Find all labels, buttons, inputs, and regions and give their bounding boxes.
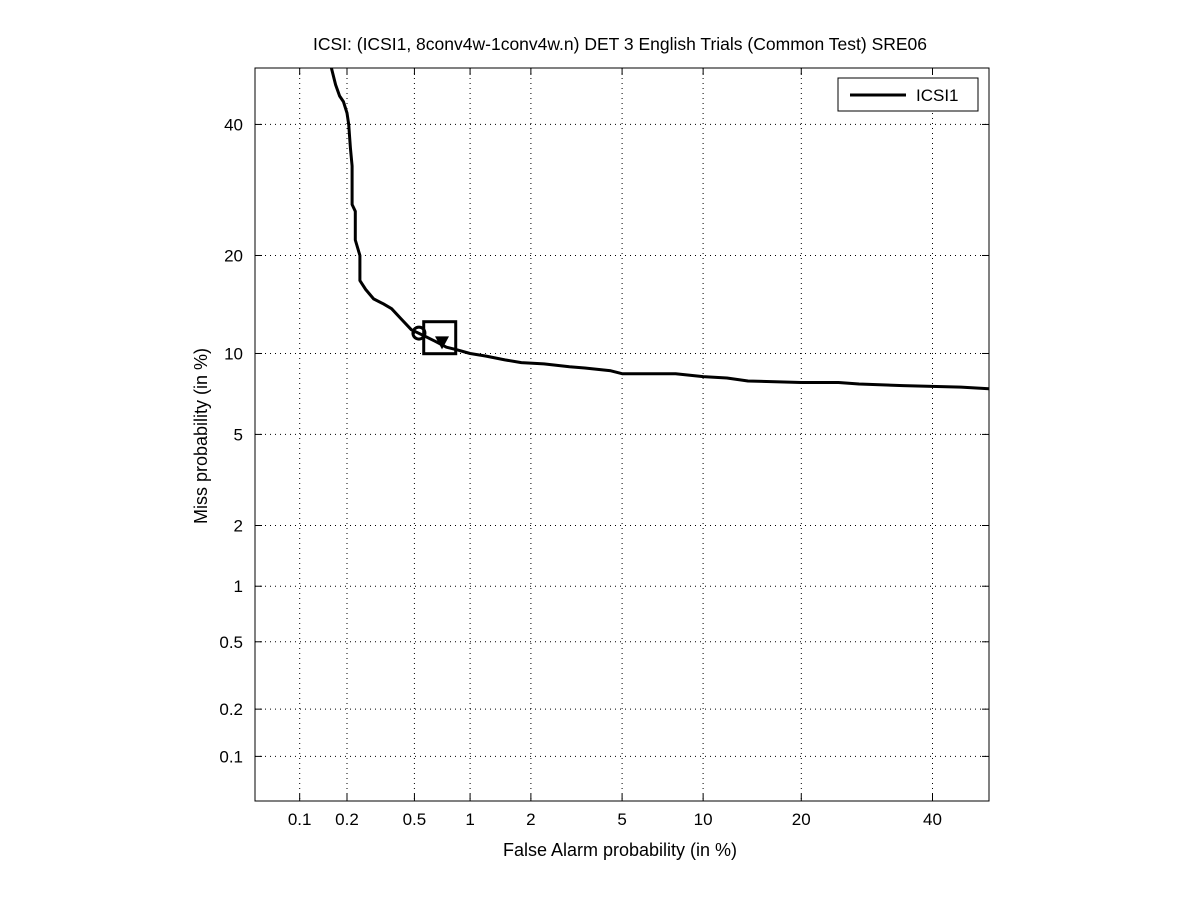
x-tick-label: 10: [694, 810, 713, 829]
x-tick-label: 0.5: [403, 810, 427, 829]
marker-layer: [411, 320, 458, 356]
legend: ICSI1: [837, 77, 979, 112]
x-tick-label: 5: [617, 810, 626, 829]
act-dcf-marker: [435, 336, 450, 350]
x-tick-label: 1: [465, 810, 474, 829]
y-tick-label: 10: [224, 344, 243, 363]
x-tick-label: 0.2: [335, 810, 359, 829]
y-axis-label: Miss probability (in %): [191, 348, 211, 524]
x-tick-label: 2: [526, 810, 535, 829]
y-tick-label: 20: [224, 246, 243, 265]
x-axis-label: False Alarm probability (in %): [503, 840, 737, 860]
x-tick-label: 40: [923, 810, 942, 829]
series-layer: [329, 67, 990, 391]
grid: [255, 68, 989, 801]
y-tick-label: 2: [234, 516, 243, 535]
legend-label-icsi1: ICSI1: [916, 86, 959, 105]
series-line-icsi1: [329, 67, 990, 391]
y-tick-label: 0.1: [219, 747, 243, 766]
y-tick-label: 0.2: [219, 700, 243, 719]
y-tick-label: 40: [224, 115, 243, 134]
y-tick-label: 1: [234, 577, 243, 596]
chart-title: ICSI: (ICSI1, 8conv4w-1conv4w.n) DET 3 E…: [313, 34, 927, 54]
axis-ticks: 0.1 0.2 0.5 1 2 5 10 20 40 0.1 0.2 0.5 1 2 5 10 20 40: [219, 68, 989, 829]
confidence-box-marker: [422, 320, 458, 356]
y-tick-label: 5: [234, 425, 243, 444]
y-tick-label: 0.5: [219, 633, 243, 652]
x-tick-label: 20: [792, 810, 811, 829]
x-tick-label: 0.1: [288, 810, 312, 829]
legend-box: [837, 77, 979, 112]
